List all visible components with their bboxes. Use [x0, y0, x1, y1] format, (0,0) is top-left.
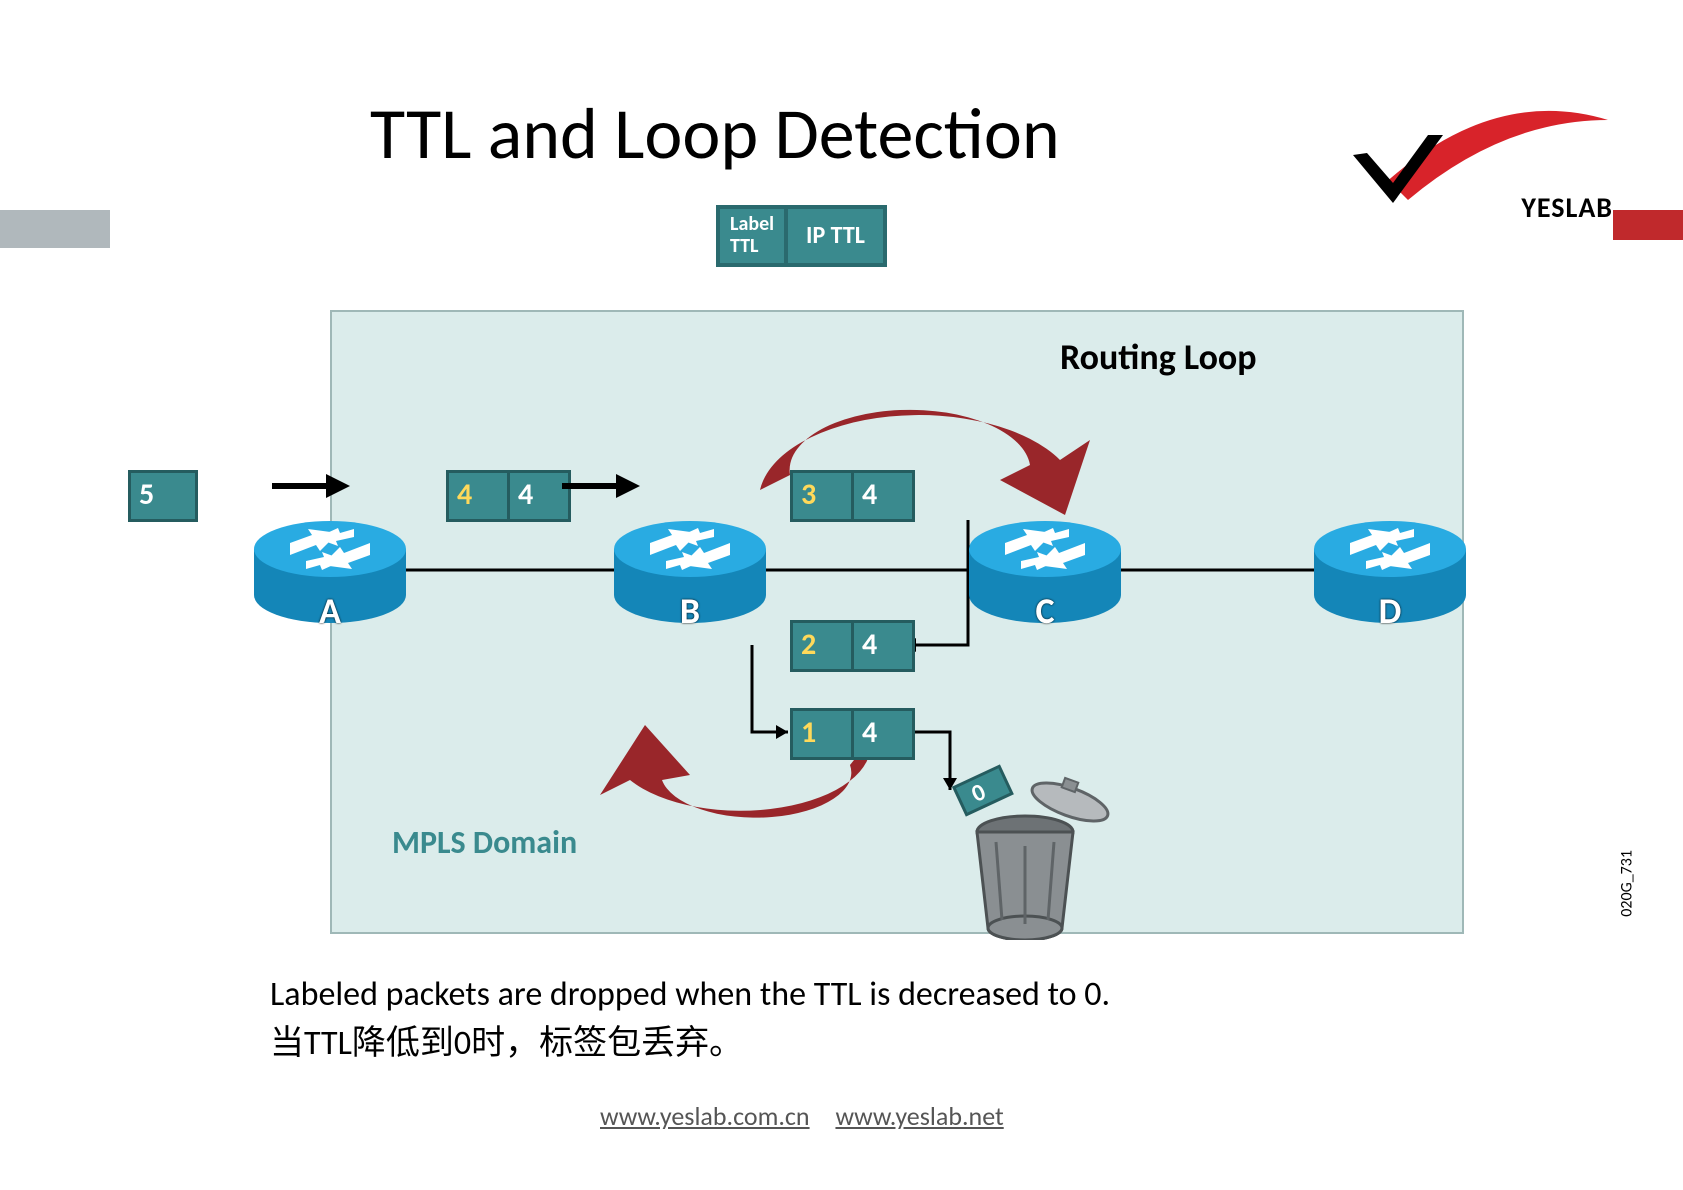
ttl-5-ip: 5 [131, 473, 195, 519]
ttl-14-ip: 4 [854, 711, 912, 757]
router-d: D [1310, 505, 1470, 615]
url-2[interactable]: www.yeslab.net [835, 1100, 1003, 1132]
caption-en: Labeled packets are dropped when the TTL… [270, 970, 1110, 1019]
router-a: A [250, 505, 410, 615]
caption-block: Labeled packets are dropped when the TTL… [270, 970, 1110, 1069]
legend-label-ttl: LabelTTL [720, 209, 788, 263]
caption-zh: 当TTL降低到0时，标签包丢弃。 [270, 1019, 1110, 1068]
router-c-label: C [1035, 589, 1054, 633]
router-b-label: B [680, 589, 700, 633]
router-a-label: A [319, 589, 341, 633]
router-c: C [965, 505, 1125, 615]
page-title: TTL and Loop Detection [370, 90, 1060, 178]
ttl-44-label: 4 [449, 473, 510, 519]
ttl-24-ip: 4 [854, 623, 912, 669]
image-id: 020G_731 [1618, 850, 1637, 917]
legend-ip-ttl: IP TTL [788, 209, 883, 263]
ttl-box-44: 4 4 [446, 470, 571, 522]
ttl-34-ip: 4 [854, 473, 912, 519]
left-stub [0, 210, 110, 248]
url-1[interactable]: www.yeslab.com.cn [600, 1100, 810, 1132]
router-b: B [610, 505, 770, 615]
footer-urls: www.yeslab.com.cn www.yeslab.net [600, 1100, 1024, 1132]
fwd-arrow-2 [560, 468, 640, 504]
logo-text: YESLAB [1521, 190, 1613, 225]
ttl-24-label: 2 [793, 623, 854, 669]
ttl-14-label: 1 [793, 711, 854, 757]
router-d-label: D [1379, 589, 1402, 633]
legend-box: LabelTTL IP TTL [716, 205, 887, 267]
ttl-box-24: 2 4 [790, 620, 915, 672]
ttl-34-label: 3 [793, 473, 854, 519]
ttl-box-14: 1 4 [790, 708, 915, 760]
ttl-box-34: 3 4 [790, 470, 915, 522]
yeslab-logo: YESLAB [1353, 95, 1613, 225]
trash-can-icon: 0 [940, 760, 1110, 940]
ttl-box-5: 5 [128, 470, 198, 522]
fwd-arrow-1 [270, 468, 350, 504]
mpls-domain-label: MPLS Domain [392, 823, 577, 862]
right-stub [1613, 210, 1683, 240]
